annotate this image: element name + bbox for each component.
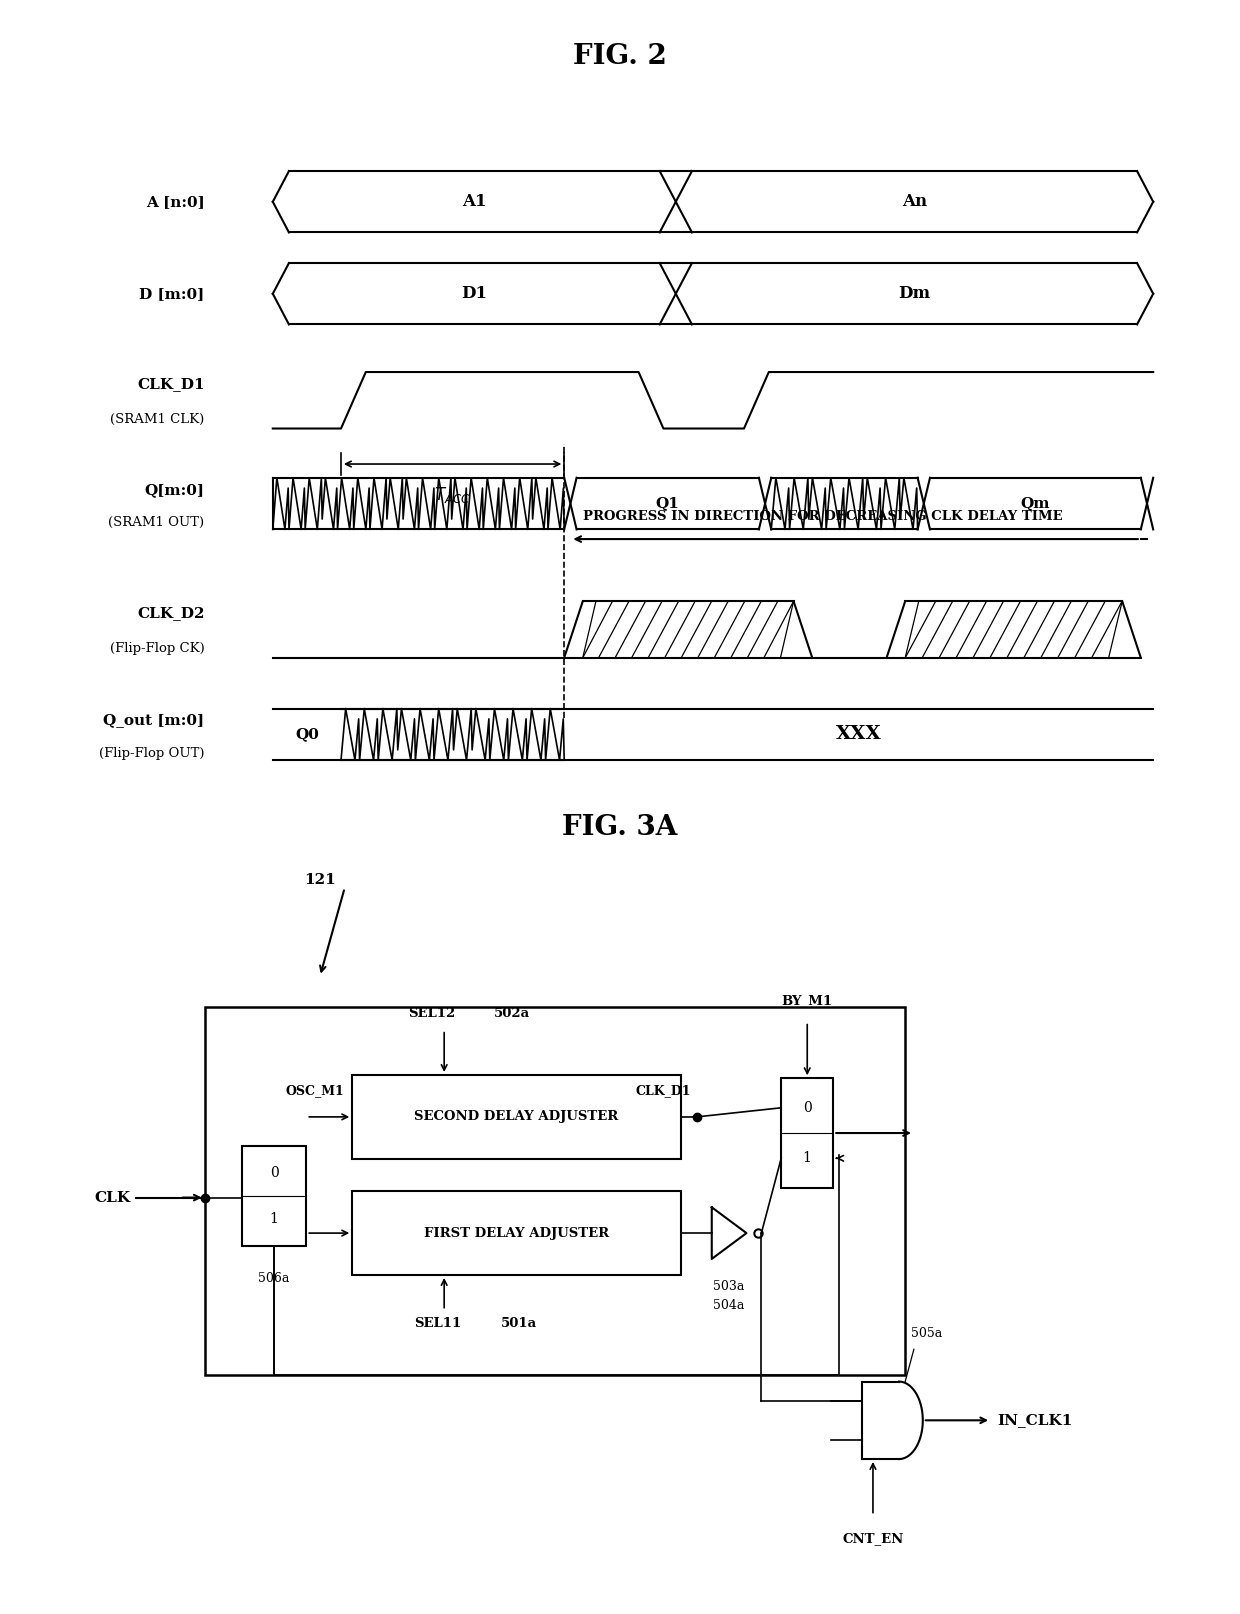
Text: $T_{ACC}$: $T_{ACC}$ <box>434 484 471 505</box>
Text: 501a: 501a <box>501 1317 537 1330</box>
Text: Q_out [m:0]: Q_out [m:0] <box>103 713 205 726</box>
Text: (SRAM1 OUT): (SRAM1 OUT) <box>108 516 205 529</box>
Text: XXX: XXX <box>836 725 882 744</box>
Text: Dm: Dm <box>899 286 930 302</box>
Text: FIG. 3A: FIG. 3A <box>562 815 678 841</box>
Text: 502a: 502a <box>495 1007 531 1020</box>
Text: 504a: 504a <box>713 1299 745 1312</box>
Text: 505a: 505a <box>911 1327 942 1340</box>
Text: IN_CLK1: IN_CLK1 <box>997 1414 1073 1427</box>
Text: CLK_D1: CLK_D1 <box>635 1085 691 1098</box>
Text: OSC_M1: OSC_M1 <box>285 1085 345 1098</box>
Bar <box>781 1078 833 1188</box>
Text: (Flip-Flop OUT): (Flip-Flop OUT) <box>99 747 205 760</box>
Text: CLK_D1: CLK_D1 <box>136 378 205 391</box>
Text: FIG. 2: FIG. 2 <box>573 44 667 69</box>
Text: (SRAM1 CLK): (SRAM1 CLK) <box>110 413 205 426</box>
Bar <box>352 1191 681 1275</box>
Text: CLK_D2: CLK_D2 <box>138 607 205 620</box>
Text: SEL12: SEL12 <box>408 1007 455 1020</box>
Text: 506a: 506a <box>258 1272 290 1285</box>
Text: D [m:0]: D [m:0] <box>139 287 205 300</box>
Text: SEL11: SEL11 <box>414 1317 461 1330</box>
Text: A [n:0]: A [n:0] <box>146 195 205 208</box>
Text: PROGRESS IN DIRECTION FOR DECREASING CLK DELAY TIME: PROGRESS IN DIRECTION FOR DECREASING CLK… <box>583 510 1063 523</box>
Bar <box>352 1075 681 1159</box>
Bar <box>242 1146 306 1246</box>
Text: 1: 1 <box>802 1151 812 1165</box>
Text: 503a: 503a <box>713 1280 745 1293</box>
Text: Qm: Qm <box>1021 497 1050 510</box>
Text: Q[m:0]: Q[m:0] <box>145 484 205 497</box>
Text: 121: 121 <box>304 873 336 886</box>
Text: (Flip-Flop CK): (Flip-Flop CK) <box>110 642 205 655</box>
Bar <box>205 1007 905 1375</box>
Text: SECOND DELAY ADJUSTER: SECOND DELAY ADJUSTER <box>414 1110 619 1123</box>
Text: An: An <box>901 194 928 210</box>
Text: Q1: Q1 <box>656 497 680 510</box>
Text: BY_M1: BY_M1 <box>781 994 833 1007</box>
Text: A1: A1 <box>463 194 486 210</box>
Text: 1: 1 <box>269 1212 279 1227</box>
Text: FIRST DELAY ADJUSTER: FIRST DELAY ADJUSTER <box>424 1227 609 1240</box>
Text: D1: D1 <box>461 286 487 302</box>
Text: 0: 0 <box>269 1165 279 1180</box>
Text: CNT_EN: CNT_EN <box>842 1532 904 1545</box>
Text: 0: 0 <box>802 1101 812 1115</box>
Text: Q0: Q0 <box>295 728 319 741</box>
Text: CLK: CLK <box>94 1191 130 1204</box>
